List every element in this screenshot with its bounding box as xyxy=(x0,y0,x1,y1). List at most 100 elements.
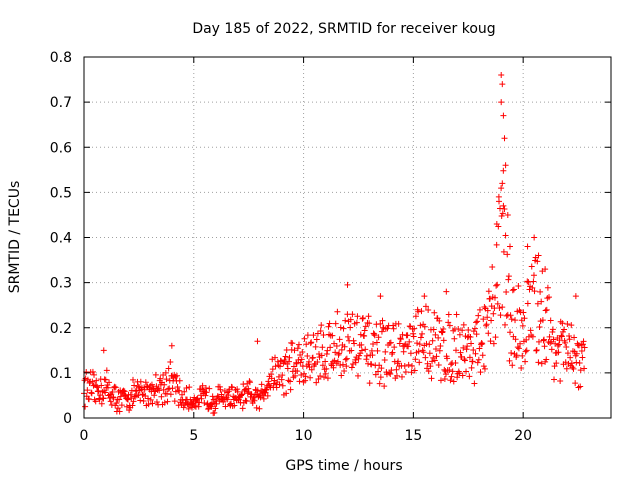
data-point xyxy=(242,397,249,404)
data-point xyxy=(531,234,538,241)
data-point xyxy=(537,288,544,295)
data-point xyxy=(490,340,497,347)
data-point xyxy=(297,352,304,359)
data-point xyxy=(497,205,504,212)
data-point xyxy=(202,385,209,392)
data-point xyxy=(118,402,125,409)
data-point xyxy=(530,278,537,285)
data-point xyxy=(323,365,330,372)
data-point xyxy=(382,348,389,355)
x-tick-label: 15 xyxy=(404,428,422,444)
data-point xyxy=(301,335,308,342)
data-point xyxy=(469,358,476,365)
data-point xyxy=(157,375,164,382)
data-point xyxy=(538,298,545,305)
data-point xyxy=(395,320,402,327)
data-point xyxy=(539,317,546,324)
data-point xyxy=(568,322,575,329)
data-point xyxy=(550,336,557,343)
data-point xyxy=(409,363,416,370)
data-point xyxy=(448,373,455,380)
data-point xyxy=(372,371,379,378)
data-point xyxy=(463,368,470,375)
data-point xyxy=(260,395,267,402)
data-point xyxy=(416,341,423,348)
data-point xyxy=(379,317,386,324)
data-point xyxy=(398,373,405,380)
data-point xyxy=(520,309,527,316)
data-point xyxy=(294,345,301,352)
data-point xyxy=(447,377,454,384)
data-point xyxy=(135,383,142,390)
data-point xyxy=(319,344,326,351)
data-point xyxy=(551,376,558,383)
data-point xyxy=(546,333,553,340)
data-point xyxy=(239,391,246,398)
data-point xyxy=(505,273,512,280)
data-point xyxy=(507,312,514,319)
data-point xyxy=(338,372,345,379)
data-point xyxy=(117,393,124,400)
data-point xyxy=(294,368,301,375)
data-point xyxy=(573,350,580,357)
data-point xyxy=(524,243,531,250)
data-point xyxy=(478,340,485,347)
data-point xyxy=(428,375,435,382)
data-point xyxy=(158,393,165,400)
data-point xyxy=(89,378,96,385)
data-point xyxy=(93,383,100,390)
data-point xyxy=(295,341,302,348)
data-point xyxy=(381,356,388,363)
data-point xyxy=(439,328,446,335)
data-point xyxy=(397,336,404,343)
data-point xyxy=(558,333,565,340)
data-point xyxy=(176,377,183,384)
data-point xyxy=(287,386,294,393)
data-point xyxy=(557,378,564,385)
data-point xyxy=(145,395,152,402)
data-point xyxy=(542,266,549,273)
data-point xyxy=(129,402,136,409)
data-point xyxy=(446,367,453,374)
data-point xyxy=(473,319,480,326)
data-point xyxy=(124,396,131,403)
data-point xyxy=(467,334,474,341)
data-point xyxy=(339,361,346,368)
data-point xyxy=(334,308,341,315)
data-point xyxy=(484,307,491,314)
data-point xyxy=(491,305,498,312)
data-point xyxy=(540,336,547,343)
data-point xyxy=(412,356,419,363)
data-point xyxy=(338,346,345,353)
data-point xyxy=(186,384,193,391)
data-point xyxy=(514,344,521,351)
data-point xyxy=(437,342,444,349)
data-point xyxy=(388,351,395,358)
data-point xyxy=(355,355,362,362)
data-point xyxy=(324,347,331,354)
data-point xyxy=(211,409,218,416)
data-point xyxy=(196,399,203,406)
data-point xyxy=(571,334,578,341)
data-point xyxy=(272,354,279,361)
data-point xyxy=(349,361,356,368)
data-point xyxy=(433,353,440,360)
data-point xyxy=(169,385,176,392)
data-point xyxy=(493,282,500,289)
data-point xyxy=(519,352,526,359)
data-point xyxy=(418,308,425,315)
data-point xyxy=(141,386,148,393)
data-point xyxy=(515,283,522,290)
data-point xyxy=(322,358,329,365)
data-point xyxy=(454,374,461,381)
data-point xyxy=(425,307,432,314)
data-point xyxy=(305,358,312,365)
data-point xyxy=(510,286,517,293)
data-point xyxy=(279,382,286,389)
y-tick-label: 0.2 xyxy=(50,321,72,337)
data-point xyxy=(213,400,220,407)
data-point xyxy=(348,364,355,371)
data-point xyxy=(459,327,466,334)
data-point xyxy=(88,389,95,396)
data-point xyxy=(103,367,110,374)
